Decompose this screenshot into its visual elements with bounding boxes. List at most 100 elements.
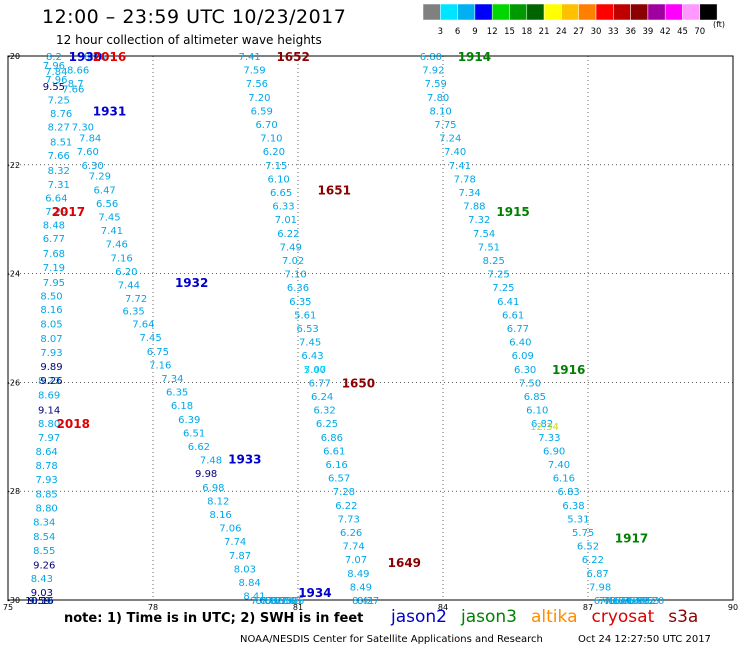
pass-number-label: 1931 (93, 104, 126, 118)
swh-value: 7.41 (239, 52, 261, 63)
swh-value: 8.25 (483, 256, 505, 267)
swh-value: 7.00 (304, 365, 326, 376)
colorbar-label: 42 (660, 27, 671, 37)
swh-value: 6.10 (526, 406, 548, 417)
legend-item: altika (531, 607, 578, 627)
swh-value: 6.56 (96, 199, 118, 210)
swh-value: 6.85 (524, 392, 546, 403)
swh-value: 7.53 (637, 596, 659, 607)
swh-value: 6.39 (178, 415, 200, 426)
swh-value: 6.30 (514, 365, 536, 376)
swh-value: 8.32 (48, 166, 70, 177)
satellite-legend: jason2 jason3 altika cryosat s3a (391, 607, 712, 627)
swh-value: 6.77 (507, 324, 529, 335)
swh-value: 7.59 (425, 79, 447, 90)
pass-number-label: 2017 (52, 205, 85, 219)
swh-value: 5.61 (294, 310, 316, 321)
swh-value: 8.48 (43, 221, 65, 232)
colorbar: 3 6 9 12 15 18 21 24 27 30 33 36 39 42 45 70 (423, 4, 718, 37)
x-tick-label: 81 (293, 603, 303, 610)
swh-value-highlight: 10.16 (25, 596, 54, 607)
swh-value: 8.78 (36, 461, 58, 472)
footer-credit: NOAA/NESDIS Center for Satellite Applica… (240, 634, 543, 645)
swh-value: 7.78 (454, 174, 476, 185)
swh-value: 7.29 (45, 207, 67, 218)
swh-value: 7.51 (478, 242, 500, 253)
pass-number-label: 2018 (57, 417, 90, 431)
swh-value: 7.93 (36, 475, 58, 486)
swh-value: 8.54 (33, 532, 55, 543)
swh-value: 6.18 (171, 401, 193, 412)
swh-value: 6.35 (123, 307, 145, 318)
colorbar-label: 24 (556, 27, 567, 37)
altimeter-chart: 75 78 81 84 87 90 -20 -22 -24 -26 -28 -30 8.2 8.16 7.9… (3, 50, 738, 610)
swh-value: 7.19 (43, 263, 65, 274)
swh-value: 7.20 (248, 93, 270, 104)
swh-value: 7.68 (43, 249, 65, 260)
swh-value: 7.34 (161, 374, 183, 385)
swh-value: 6.51 (183, 428, 205, 439)
pass-number-label: 1917 (615, 531, 648, 545)
colorbar-label: 21 (539, 27, 550, 37)
swh-value: 8.58 (255, 596, 277, 607)
legend-item: jason2 (391, 607, 447, 627)
pass-number-label: 1651 (318, 183, 351, 197)
swh-value: 6.65 (270, 188, 292, 199)
swh-value-highlight: 12.34 (530, 422, 559, 433)
swh-value: 7.74 (342, 542, 364, 553)
swh-value: 6.53 (297, 324, 319, 335)
swh-value: 8.80 (38, 419, 60, 430)
swh-value: 7.66 (48, 151, 70, 162)
swh-value: 7.88 (463, 202, 485, 213)
swh-value: 6.86 (613, 596, 635, 607)
swh-value: 6.52 (577, 542, 599, 553)
swh-value: 6.98 (202, 483, 224, 494)
swh-value: 6.47 (94, 185, 116, 196)
swh-value: 7.34 (458, 188, 480, 199)
colorbar-label: 12 (487, 27, 498, 37)
swh-value-highlight: 9.14 (38, 406, 60, 417)
y-tick-label: -26 (7, 378, 20, 387)
swh-value: 7.59 (243, 66, 265, 77)
swh-value: 7.72 (125, 294, 147, 305)
plot-frame (7, 55, 734, 601)
swh-value: 7.48 (200, 456, 222, 467)
swh-value: 7.41 (101, 226, 123, 237)
swh-value: 7.74 (224, 537, 246, 548)
colorbar-label: 6 (455, 27, 460, 37)
pass-number-label: 1915 (496, 205, 529, 219)
swh-value: 6.64 (45, 193, 67, 204)
swh-value: 8.50 (40, 291, 62, 302)
colorbar-label: 45 (677, 27, 688, 37)
swh-value: 7.40 (548, 460, 570, 471)
swh-value-highlight: 5.47 (304, 365, 326, 376)
swh-value: 7.00 (623, 596, 645, 607)
swh-value: 6.82 (531, 419, 553, 430)
pass-number-label: 1930 (69, 50, 102, 64)
colorbar-label: 70 (694, 27, 705, 37)
swh-value: 7.73 (338, 514, 360, 525)
swh-value: 6.22 (277, 229, 299, 240)
swh-value-highlight: 9.26 (40, 376, 62, 387)
swh-value: 8.43 (31, 574, 53, 585)
swh-value: 8.55 (270, 596, 292, 607)
swh-value: 8.27 (48, 123, 70, 134)
swh-value: 7.98 (589, 582, 611, 593)
swh-value: 6.25 (316, 419, 338, 430)
swh-value: 6.80 (420, 52, 442, 63)
swh-value: 6.32 (313, 406, 335, 417)
swh-value: 6.10 (268, 174, 290, 185)
swh-value: 7.25 (487, 270, 509, 281)
swh-value: 7.16 (149, 360, 171, 371)
swh-value: 7.45 (139, 333, 161, 344)
swh-value: 8.23 (38, 376, 60, 387)
x-tick-label: 87 (583, 603, 593, 610)
pass-number-label: 1649 (388, 556, 421, 570)
swh-value: 8.84 (239, 578, 261, 589)
y-tick-label: -30 (7, 596, 20, 605)
swh-value: 8.51 (50, 137, 72, 148)
swh-value: 8.41 (243, 592, 265, 603)
swh-value: 7.50 (519, 378, 541, 389)
swh-value: 7.40 (444, 147, 466, 158)
colorbar-label: 9 (472, 27, 477, 37)
